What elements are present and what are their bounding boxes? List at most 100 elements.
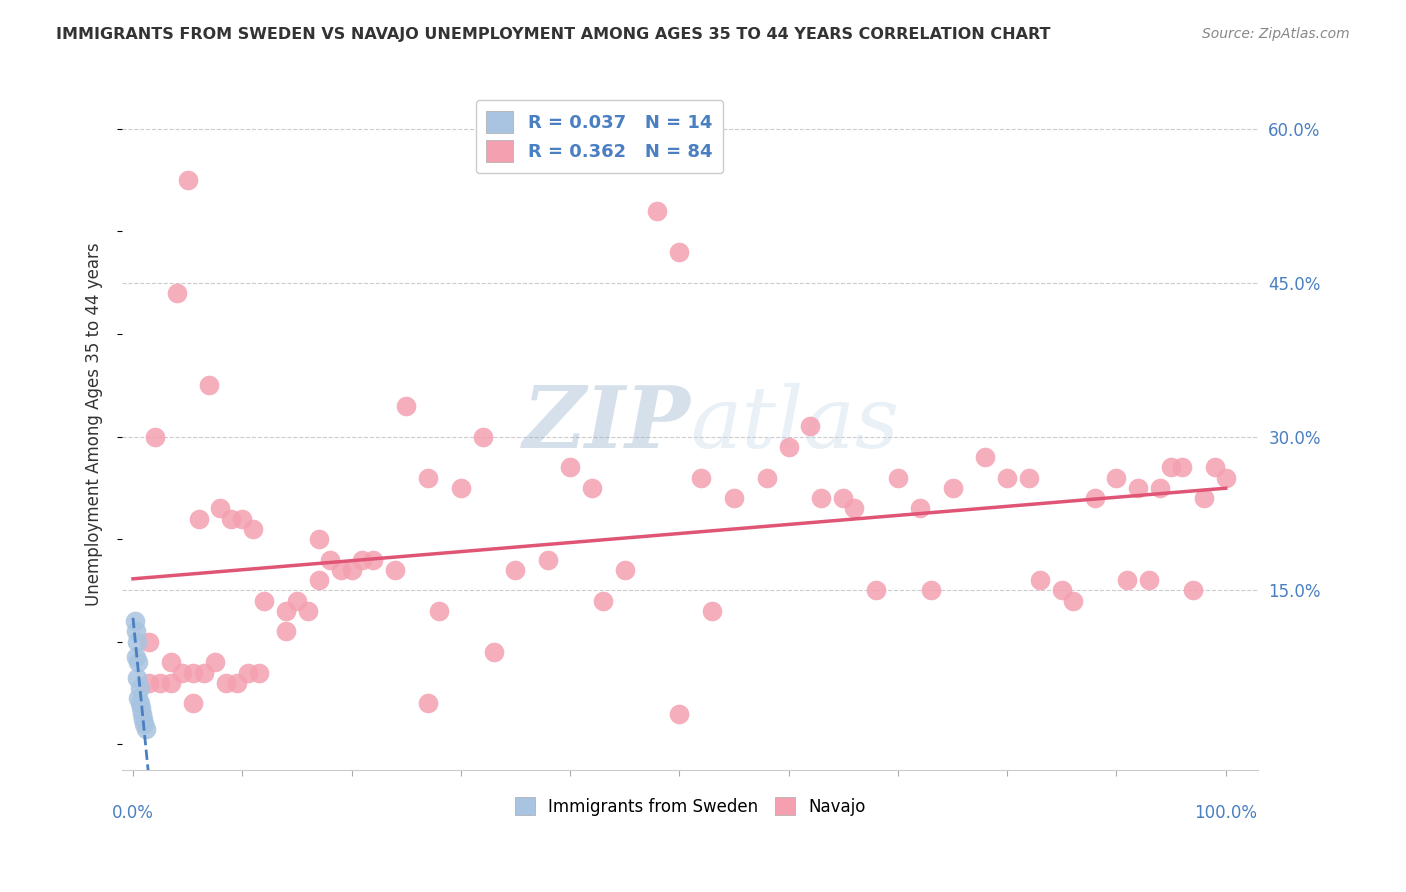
Point <box>427 604 450 618</box>
Point <box>318 552 340 566</box>
Point <box>127 655 149 669</box>
Point <box>253 593 276 607</box>
Point <box>920 583 942 598</box>
Point <box>285 593 308 607</box>
Point <box>125 650 148 665</box>
Text: 0.0%: 0.0% <box>112 804 153 822</box>
Point <box>647 203 669 218</box>
Point <box>149 675 172 690</box>
Point <box>723 491 745 505</box>
Point <box>138 634 160 648</box>
Point <box>231 511 253 525</box>
Text: IMMIGRANTS FROM SWEDEN VS NAVAJO UNEMPLOYMENT AMONG AGES 35 TO 44 YEARS CORRELAT: IMMIGRANTS FROM SWEDEN VS NAVAJO UNEMPLO… <box>56 27 1050 42</box>
Point <box>352 552 374 566</box>
Point <box>329 563 352 577</box>
Point <box>471 429 494 443</box>
Text: Source: ZipAtlas.com: Source: ZipAtlas.com <box>1202 27 1350 41</box>
Point <box>132 712 155 726</box>
Y-axis label: Unemployment Among Ages 35 to 44 years: Unemployment Among Ages 35 to 44 years <box>86 242 103 606</box>
Point <box>581 481 603 495</box>
Point <box>297 604 319 618</box>
Point <box>832 491 855 505</box>
Point <box>198 378 221 392</box>
Point <box>395 399 418 413</box>
Point <box>187 511 209 525</box>
Point <box>242 522 264 536</box>
Point <box>221 511 243 525</box>
Point <box>308 573 330 587</box>
Point <box>308 532 330 546</box>
Point <box>247 665 270 680</box>
Point <box>1204 460 1226 475</box>
Point <box>204 655 226 669</box>
Point <box>1018 470 1040 484</box>
Point <box>129 701 152 715</box>
Point <box>363 552 385 566</box>
Point <box>995 470 1018 484</box>
Point <box>558 460 581 475</box>
Point <box>799 419 821 434</box>
Point <box>1149 481 1171 495</box>
Point <box>1192 491 1215 505</box>
Point <box>908 501 931 516</box>
Text: atlas: atlas <box>690 383 900 465</box>
Point <box>592 593 614 607</box>
Point <box>844 501 866 516</box>
Point <box>1105 470 1128 484</box>
Point <box>143 429 166 443</box>
Point <box>416 696 439 710</box>
Point <box>127 691 149 706</box>
Point <box>974 450 997 464</box>
Point <box>668 706 690 721</box>
Point <box>537 552 560 566</box>
Point <box>1083 491 1105 505</box>
Point <box>128 696 150 710</box>
Point <box>941 481 963 495</box>
Point <box>193 665 215 680</box>
Point <box>778 440 800 454</box>
Point <box>384 563 406 577</box>
Point <box>274 604 297 618</box>
Point <box>160 655 183 669</box>
Point <box>613 563 636 577</box>
Point <box>135 722 157 736</box>
Point <box>1128 481 1150 495</box>
Point <box>176 173 198 187</box>
Point <box>181 696 204 710</box>
Point <box>887 470 910 484</box>
Point <box>700 604 723 618</box>
Point <box>416 470 439 484</box>
Point <box>181 665 204 680</box>
Point <box>127 671 149 685</box>
Legend: Immigrants from Sweden, Navajo: Immigrants from Sweden, Navajo <box>506 789 875 824</box>
Point <box>505 563 527 577</box>
Point <box>1029 573 1052 587</box>
Point <box>1160 460 1182 475</box>
Point <box>482 645 505 659</box>
Point <box>1215 470 1237 484</box>
Point <box>160 675 183 690</box>
Point <box>125 624 148 639</box>
Point <box>668 244 690 259</box>
Point <box>1116 573 1139 587</box>
Point <box>1137 573 1160 587</box>
Point <box>132 716 155 731</box>
Point <box>131 706 153 721</box>
Point <box>1050 583 1073 598</box>
Text: ZIP: ZIP <box>523 382 690 466</box>
Point <box>127 634 149 648</box>
Point <box>225 675 247 690</box>
Point <box>1062 593 1084 607</box>
Point <box>690 470 713 484</box>
Point <box>865 583 887 598</box>
Point <box>166 285 188 300</box>
Point <box>1181 583 1204 598</box>
Point <box>274 624 297 639</box>
Point <box>138 675 160 690</box>
Point <box>124 614 146 628</box>
Point <box>1171 460 1194 475</box>
Point <box>172 665 194 680</box>
Point <box>450 481 472 495</box>
Point <box>236 665 259 680</box>
Point <box>340 563 363 577</box>
